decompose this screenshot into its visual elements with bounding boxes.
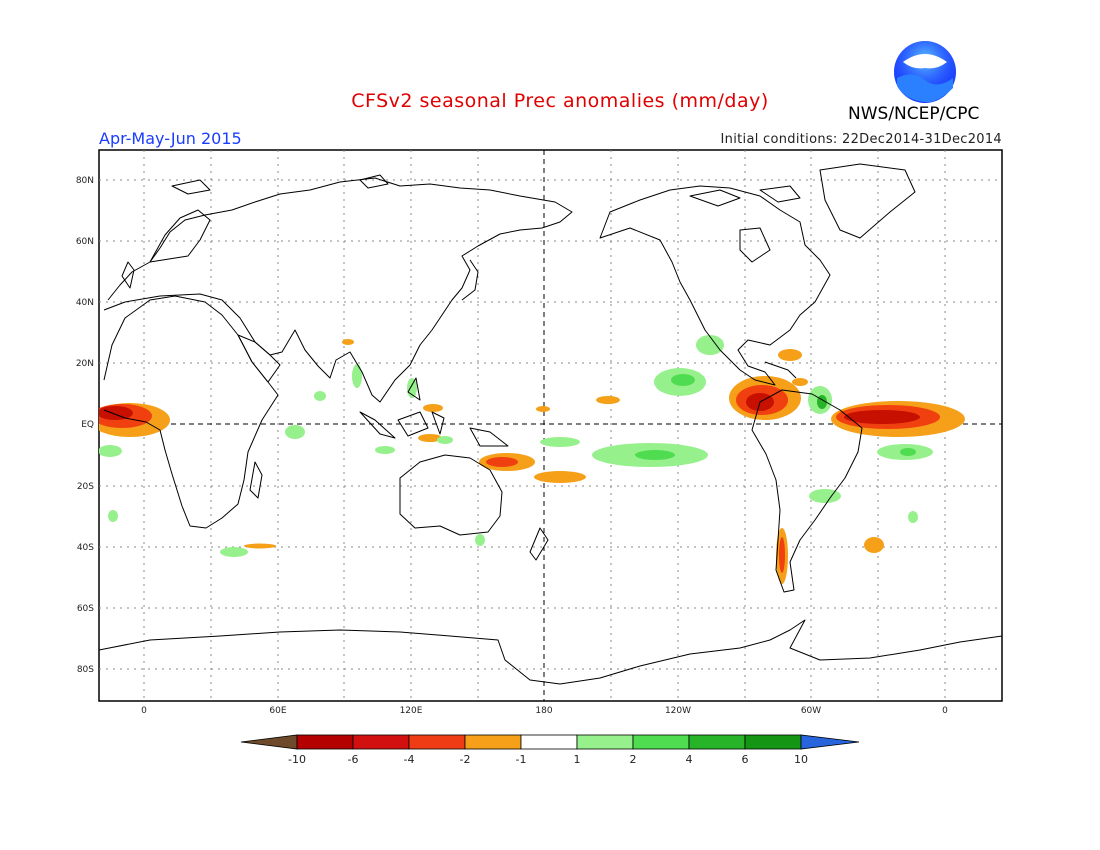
gridlines: [99, 150, 1002, 701]
equator-dateline: [99, 150, 1002, 701]
colorbar-label: -2: [460, 753, 471, 766]
season-label: Apr-May-Jun 2015: [99, 129, 242, 148]
coastlines: [99, 163, 1002, 685]
lon-label: 0: [942, 706, 948, 716]
lon-label: 120E: [400, 706, 423, 716]
colorbar-label: 10: [794, 753, 808, 766]
colorbar-bin: [464, 734, 522, 750]
colorbar-bin: [688, 734, 746, 750]
lon-label: 60W: [801, 706, 821, 716]
lon-label: 0: [141, 706, 147, 716]
colorbar-bin: [352, 734, 410, 750]
colorbar-bin: [576, 734, 634, 750]
lat-label: 60S: [77, 604, 94, 614]
lat-label: 60N: [76, 237, 94, 247]
colorbar-arrow-high: [800, 734, 860, 750]
initial-conditions-label: Initial conditions: 22Dec2014-31Dec2014: [720, 132, 1002, 147]
lat-label: 20N: [76, 359, 94, 369]
lon-label: 120W: [665, 706, 691, 716]
colorbar-label: -1: [516, 753, 527, 766]
lon-label: 180: [535, 706, 552, 716]
lat-axis: 80N 60N 40N 20N EQ 20S 40S 60S 80S: [76, 176, 94, 675]
colorbar: -10 -6 -4 -2 -1 1 2 4 6 10: [240, 734, 860, 766]
colorbar-bin: [520, 734, 578, 750]
colorbar-label: 6: [742, 753, 749, 766]
lat-label: 40N: [76, 298, 94, 308]
noaa-logo: [893, 40, 957, 104]
colorbar-bin: [744, 734, 802, 750]
colorbar-label: -4: [404, 753, 415, 766]
lat-label: 80S: [77, 665, 94, 675]
colorbar-label: 4: [686, 753, 693, 766]
colorbar-label: -6: [348, 753, 359, 766]
colorbar-label: 2: [630, 753, 637, 766]
colorbar-arrow-low: [240, 734, 298, 750]
lon-axis: 0 60E 120E 180 120W 60W 0: [141, 706, 948, 716]
colorbar-bin: [632, 734, 690, 750]
lat-label: EQ: [81, 420, 94, 430]
colorbar-label: 1: [574, 753, 581, 766]
lon-label: 60E: [269, 706, 286, 716]
colorbar-bin: [296, 734, 354, 750]
lat-label: 80N: [76, 176, 94, 186]
colorbar-bin: [408, 734, 466, 750]
lat-label: 20S: [77, 482, 94, 492]
colorbar-label: -10: [288, 753, 306, 766]
agency-label: NWS/NCEP/CPC: [848, 104, 980, 124]
lat-label: 40S: [77, 543, 94, 553]
page-title: CFSv2 seasonal Prec anomalies (mm/day): [351, 90, 769, 112]
